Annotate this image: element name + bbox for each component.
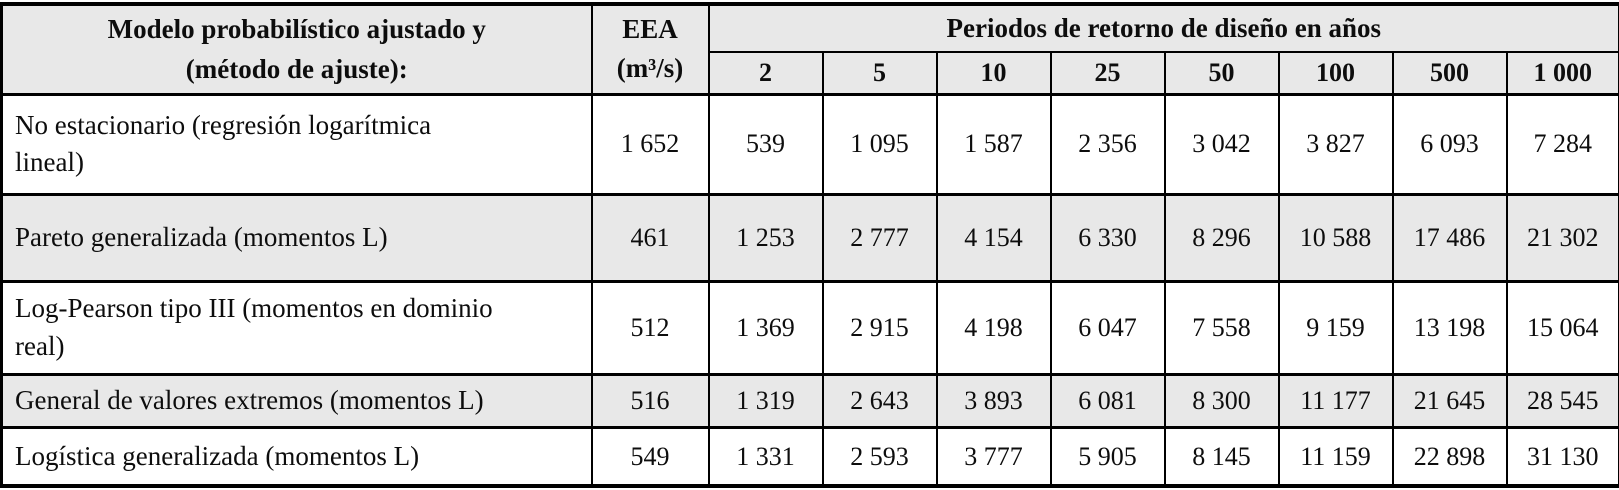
return-period-value-cell: 11 159	[1277, 426, 1394, 488]
return-period-value-cell: 8 296	[1163, 193, 1280, 283]
return-period-value-cell: 1 331	[707, 426, 824, 488]
model-label-cell: No estacionario (regresión logarítmica l…	[0, 92, 593, 197]
column-header-eea-line1: EEA	[622, 14, 678, 45]
column-header-period: 500	[1391, 51, 1508, 96]
header-row-periods: 2 5 10 25 50 100 500 1 000	[2, 51, 1619, 96]
return-period-value-cell: 539	[707, 92, 824, 197]
return-period-value-cell: 8 145	[1163, 426, 1280, 488]
return-period-value-cell: 8 300	[1163, 372, 1280, 430]
return-period-value-cell: 2 915	[821, 279, 938, 376]
column-header-period: 1 000	[1505, 51, 1619, 96]
return-period-value-cell: 10 588	[1277, 193, 1394, 283]
column-header-model: Modelo probabilístico ajustado y (método…	[0, 3, 593, 95]
return-period-value-cell: 11 177	[1277, 372, 1394, 430]
return-period-value-cell: 21 645	[1391, 372, 1508, 430]
column-header-period: 50	[1163, 51, 1280, 96]
return-period-value-cell: 6 047	[1049, 279, 1166, 376]
model-label-cell: General de valores extremos (momentos L)	[0, 372, 593, 430]
return-period-value-cell: 3 777	[935, 426, 1052, 488]
return-period-value-cell: 1 253	[707, 193, 824, 283]
return-period-value-cell: 1 319	[707, 372, 824, 430]
eea-value-cell: 516	[590, 372, 710, 430]
table-row: No estacionario (regresión logarítmica l…	[0, 92, 1619, 197]
column-header-model-line2: (método de ajuste):	[185, 54, 408, 85]
column-header-period: 100	[1277, 51, 1394, 96]
return-period-value-cell: 4 154	[935, 193, 1052, 283]
return-period-value-cell: 2 777	[821, 193, 938, 283]
return-period-value-cell: 6 081	[1049, 372, 1166, 430]
return-period-value-cell: 2 356	[1049, 92, 1166, 197]
return-period-value-cell: 6 093	[1391, 92, 1508, 197]
return-period-value-cell: 17 486	[1391, 193, 1508, 283]
return-period-value-cell: 13 198	[1391, 279, 1508, 376]
return-period-value-cell: 6 330	[1049, 193, 1166, 283]
return-period-value-cell: 15 064	[1505, 279, 1619, 376]
column-header-period: 2	[707, 51, 824, 96]
eea-value-cell: 549	[590, 426, 710, 488]
column-header-model-line1: Modelo probabilístico ajustado y	[107, 13, 486, 44]
table-row: General de valores extremos (momentos L)…	[0, 372, 1619, 430]
return-period-value-cell: 1 369	[707, 279, 824, 376]
table-body: No estacionario (regresión logarítmica l…	[0, 92, 1619, 488]
model-label-cell: Log-Pearson tipo III (momentos en domini…	[0, 279, 593, 376]
return-period-value-cell: 9 159	[1277, 279, 1394, 376]
column-group-header-periods: Periodos de retorno de diseño en años	[707, 3, 1619, 53]
return-period-value-cell: 2 593	[821, 426, 938, 488]
return-period-value-cell: 1 587	[935, 92, 1052, 197]
column-header-period: 5	[821, 51, 938, 96]
return-period-value-cell: 3 827	[1277, 92, 1394, 197]
return-period-value-cell: 3 893	[935, 372, 1052, 430]
return-period-value-cell: 7 284	[1505, 92, 1619, 197]
header-row-top: Modelo probabilístico ajustado y (método…	[0, 3, 1619, 95]
return-period-value-cell: 3 042	[1163, 92, 1280, 197]
return-period-value-cell: 5 905	[1049, 426, 1166, 488]
model-label-cell: Logística generalizada (momentos L)	[0, 426, 593, 488]
column-header-eea: EEA (m³/s)	[590, 3, 710, 95]
column-header-period: 10	[935, 51, 1052, 96]
model-label-cell: Pareto generalizada (momentos L)	[0, 193, 593, 283]
column-header-period: 25	[1049, 51, 1166, 96]
return-period-value-cell: 2 643	[821, 372, 938, 430]
column-header-eea-line2: (m³/s)	[616, 53, 684, 84]
table-row: Logística generalizada (momentos L) 549 1 …	[0, 426, 1619, 488]
eea-value-cell: 1 652	[590, 92, 710, 197]
table-header: Modelo probabilístico ajustado y (método…	[0, 3, 1619, 96]
return-period-value-cell: 7 558	[1163, 279, 1280, 376]
eea-value-cell: 461	[590, 193, 710, 283]
table-row: Log-Pearson tipo III (momentos en domini…	[0, 279, 1619, 376]
table-row: Pareto generalizada (momentos L) 461 1 253…	[0, 193, 1619, 283]
return-period-value-cell: 28 545	[1505, 372, 1619, 430]
return-period-value-cell: 21 302	[1505, 193, 1619, 283]
return-period-value-cell: 31 130	[1505, 426, 1619, 488]
return-period-value-cell: 22 898	[1391, 426, 1508, 488]
return-period-value-cell: 4 198	[935, 279, 1052, 376]
eea-value-cell: 512	[590, 279, 710, 376]
return-period-value-cell: 1 095	[821, 92, 938, 197]
